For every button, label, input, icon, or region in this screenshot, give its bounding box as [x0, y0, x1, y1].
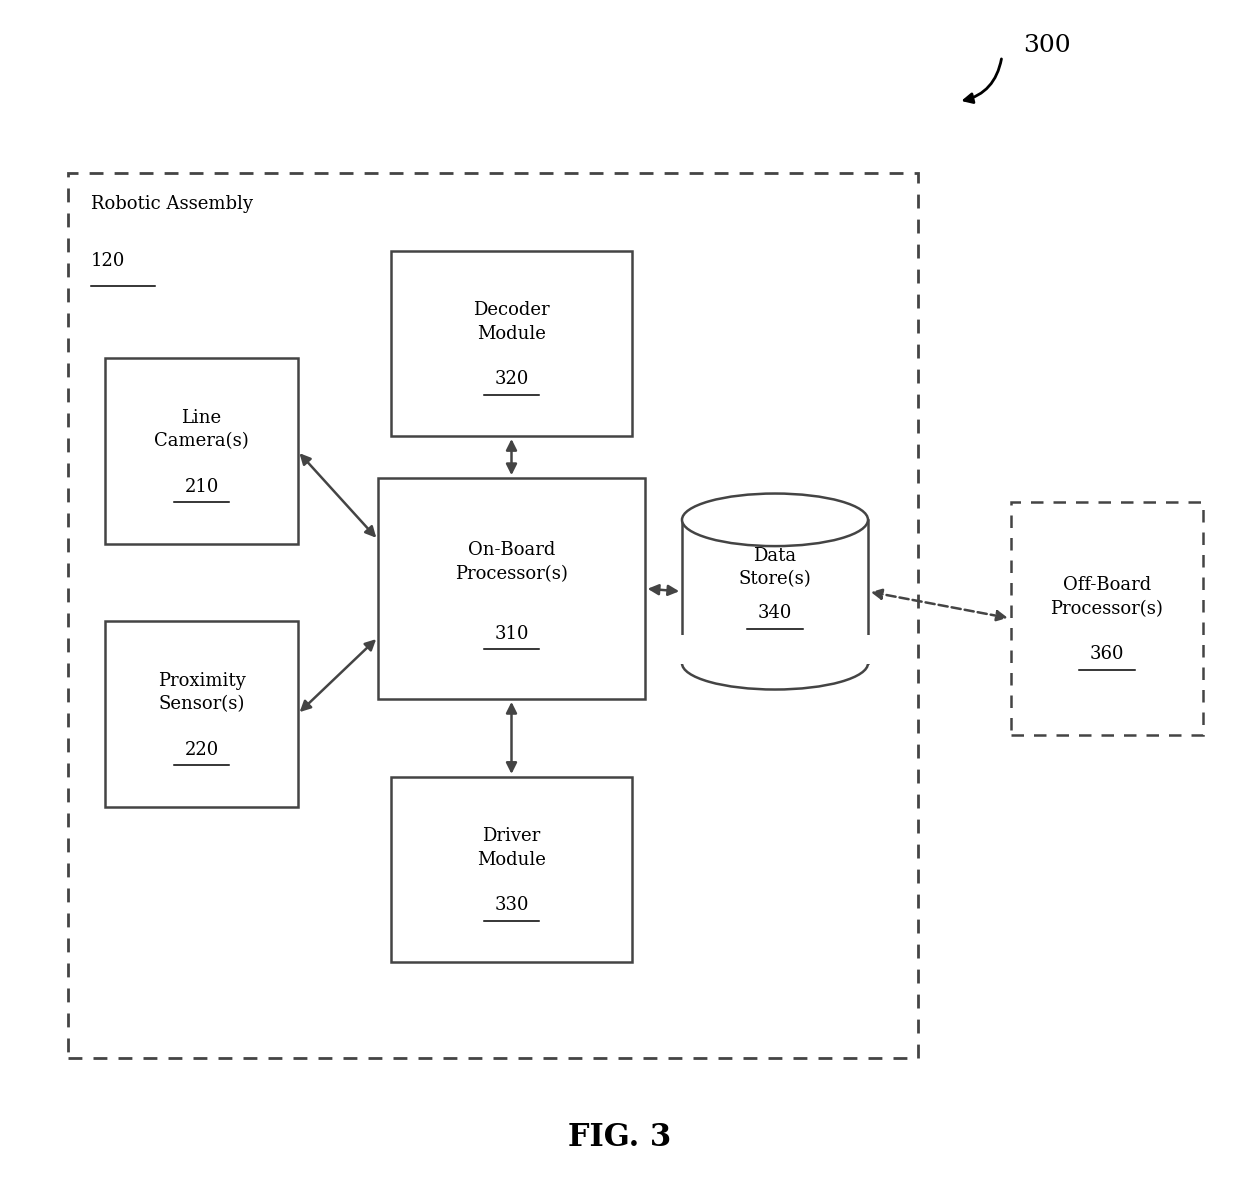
FancyBboxPatch shape [105, 358, 298, 544]
Text: FIG. 3: FIG. 3 [568, 1122, 672, 1153]
Text: 320: 320 [495, 370, 528, 388]
Bar [682, 520, 868, 663]
Text: 220: 220 [185, 741, 218, 759]
Text: 330: 330 [495, 896, 528, 914]
Bar [678, 635, 872, 664]
Text: 300: 300 [1023, 33, 1070, 57]
FancyBboxPatch shape [1011, 502, 1203, 735]
Text: Proximity
Sensor(s): Proximity Sensor(s) [157, 672, 246, 713]
FancyBboxPatch shape [391, 251, 632, 436]
Text: 340: 340 [758, 603, 792, 623]
Text: Data
Store(s): Data Store(s) [739, 547, 811, 588]
Text: Driver
Module: Driver Module [477, 827, 546, 869]
Text: Decoder
Module: Decoder Module [474, 301, 549, 343]
Text: 210: 210 [185, 478, 218, 496]
Ellipse shape [682, 494, 868, 546]
Text: Line
Camera(s): Line Camera(s) [154, 409, 249, 451]
FancyBboxPatch shape [391, 777, 632, 962]
Text: Off-Board
Processor(s): Off-Board Processor(s) [1050, 576, 1163, 618]
FancyBboxPatch shape [105, 621, 298, 807]
Text: 120: 120 [91, 252, 125, 270]
Ellipse shape [682, 637, 868, 690]
Text: On-Board
Processor(s): On-Board Processor(s) [455, 541, 568, 583]
FancyBboxPatch shape [68, 173, 918, 1058]
Text: 310: 310 [495, 625, 528, 643]
Text: Robotic Assembly: Robotic Assembly [91, 195, 253, 213]
FancyBboxPatch shape [378, 478, 645, 699]
Text: 360: 360 [1090, 645, 1123, 663]
